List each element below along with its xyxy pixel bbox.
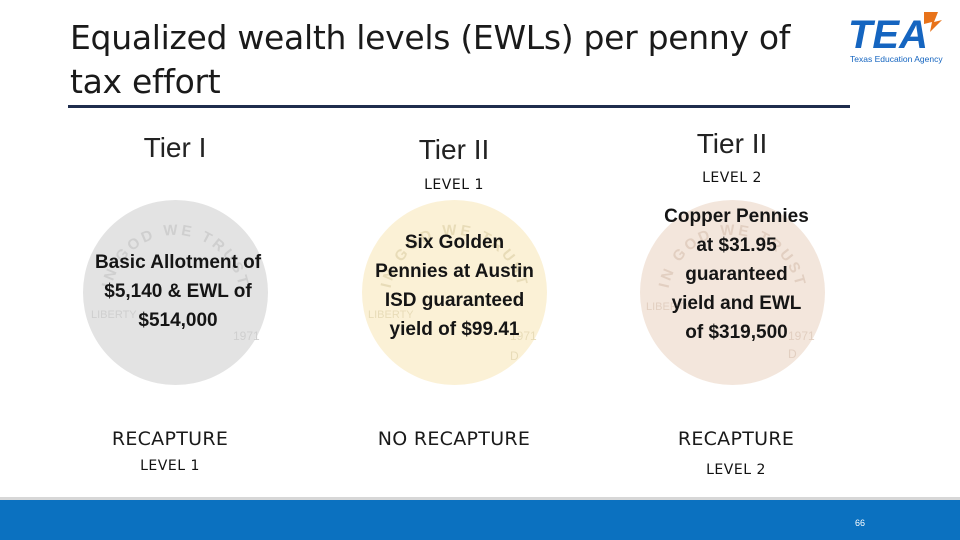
footer-bar [0,500,960,540]
penny-engraving: IN GOD WE TRUST LIBERTY 1971 [91,222,260,343]
recapture-label-1: RECAPTURE [111,428,229,450]
recapture-level-3: LEVEL 2 [706,462,766,478]
tier-heading-3: Tier II [696,128,768,159]
tea-logo: TEA Texas Education Agency [848,12,943,64]
svg-text:1971: 1971 [233,329,260,343]
svg-text:D: D [510,349,519,363]
penny-coin-gold: IN GOD WE TRUST LIBERTY 1971 D [362,200,547,385]
tier-level-3: LEVEL 2 [702,170,762,186]
tier-heading-2: Tier II [418,134,490,165]
tier2-level1-coin-text: Six Golden Pennies at Austin ISD guarant… [375,232,534,340]
logo-wordmark: TEA [848,13,928,57]
page-number: 66 [855,518,866,528]
tier1-coin-text: Basic Allotment of $5,140 & EWL of $514,… [94,252,262,331]
penny-coin-gray: IN GOD WE TRUST LIBERTY 1971 [83,200,268,385]
title-underline [68,105,850,108]
svg-text:LIBERTY: LIBERTY [646,301,692,313]
svg-text:LIBERTY: LIBERTY [91,309,137,321]
penny-engraving: IN GOD WE TRUST LIBERTY 1971 D [368,222,537,363]
svg-text:LIBERTY: LIBERTY [368,309,414,321]
svg-text:1971: 1971 [788,329,815,343]
recapture-label-2: NO RECAPTURE [377,428,531,450]
logo-subtitle: Texas Education Agency [850,54,943,64]
penny-coin-copper: IN GOD WE TRUST LIBERTY 1971 D [640,200,825,385]
slide-title: Equalized wealth levels (EWLs) per penny… [70,18,791,101]
tier-level-2: LEVEL 1 [424,177,484,193]
logo-star-accent [924,12,942,32]
tier2-level2-coin-text: Copper Pennies at $31.95 guaranteed yiel… [664,206,809,343]
recapture-level-1: LEVEL 1 [140,458,200,474]
svg-text:D: D [788,347,797,361]
penny-engraving: IN GOD WE TRUST LIBERTY 1971 D [646,222,815,361]
recapture-label-3: RECAPTURE [677,428,795,450]
svg-text:1971: 1971 [510,329,537,343]
footer-divider [0,497,960,500]
tier-heading-1: Tier I [143,132,207,163]
